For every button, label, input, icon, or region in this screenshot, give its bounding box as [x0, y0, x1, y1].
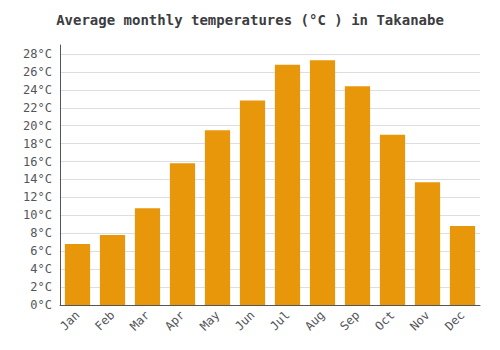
svg-text:Aug: Aug [302, 308, 327, 333]
svg-text:6°C: 6°C [30, 244, 52, 258]
svg-text:Apr: Apr [162, 308, 187, 333]
svg-text:Nov: Nov [407, 308, 432, 333]
svg-text:Jan: Jan [57, 308, 82, 333]
svg-text:18°C: 18°C [23, 137, 52, 151]
svg-text:22°C: 22°C [23, 101, 52, 115]
svg-text:Dec: Dec [442, 308, 467, 333]
svg-text:0°C: 0°C [30, 298, 52, 312]
svg-text:Oct: Oct [372, 308, 397, 333]
svg-text:Jun: Jun [232, 308, 257, 333]
svg-text:24°C: 24°C [23, 83, 52, 97]
svg-text:Average monthly temperatures (: Average monthly temperatures (°C ) in Ta… [56, 12, 444, 28]
svg-text:Feb: Feb [92, 308, 117, 333]
svg-text:Mar: Mar [127, 308, 152, 333]
svg-text:Jul: Jul [267, 308, 292, 333]
svg-text:May: May [197, 308, 222, 333]
svg-text:Sep: Sep [337, 308, 362, 333]
svg-text:2°C: 2°C [30, 280, 52, 294]
svg-text:26°C: 26°C [23, 65, 52, 79]
svg-text:20°C: 20°C [23, 119, 52, 133]
svg-text:12°C: 12°C [23, 190, 52, 204]
svg-text:14°C: 14°C [23, 172, 52, 186]
svg-text:28°C: 28°C [23, 47, 52, 61]
svg-text:4°C: 4°C [30, 262, 52, 276]
svg-text:16°C: 16°C [23, 155, 52, 169]
svg-text:8°C: 8°C [30, 226, 52, 240]
svg-text:10°C: 10°C [23, 208, 52, 222]
